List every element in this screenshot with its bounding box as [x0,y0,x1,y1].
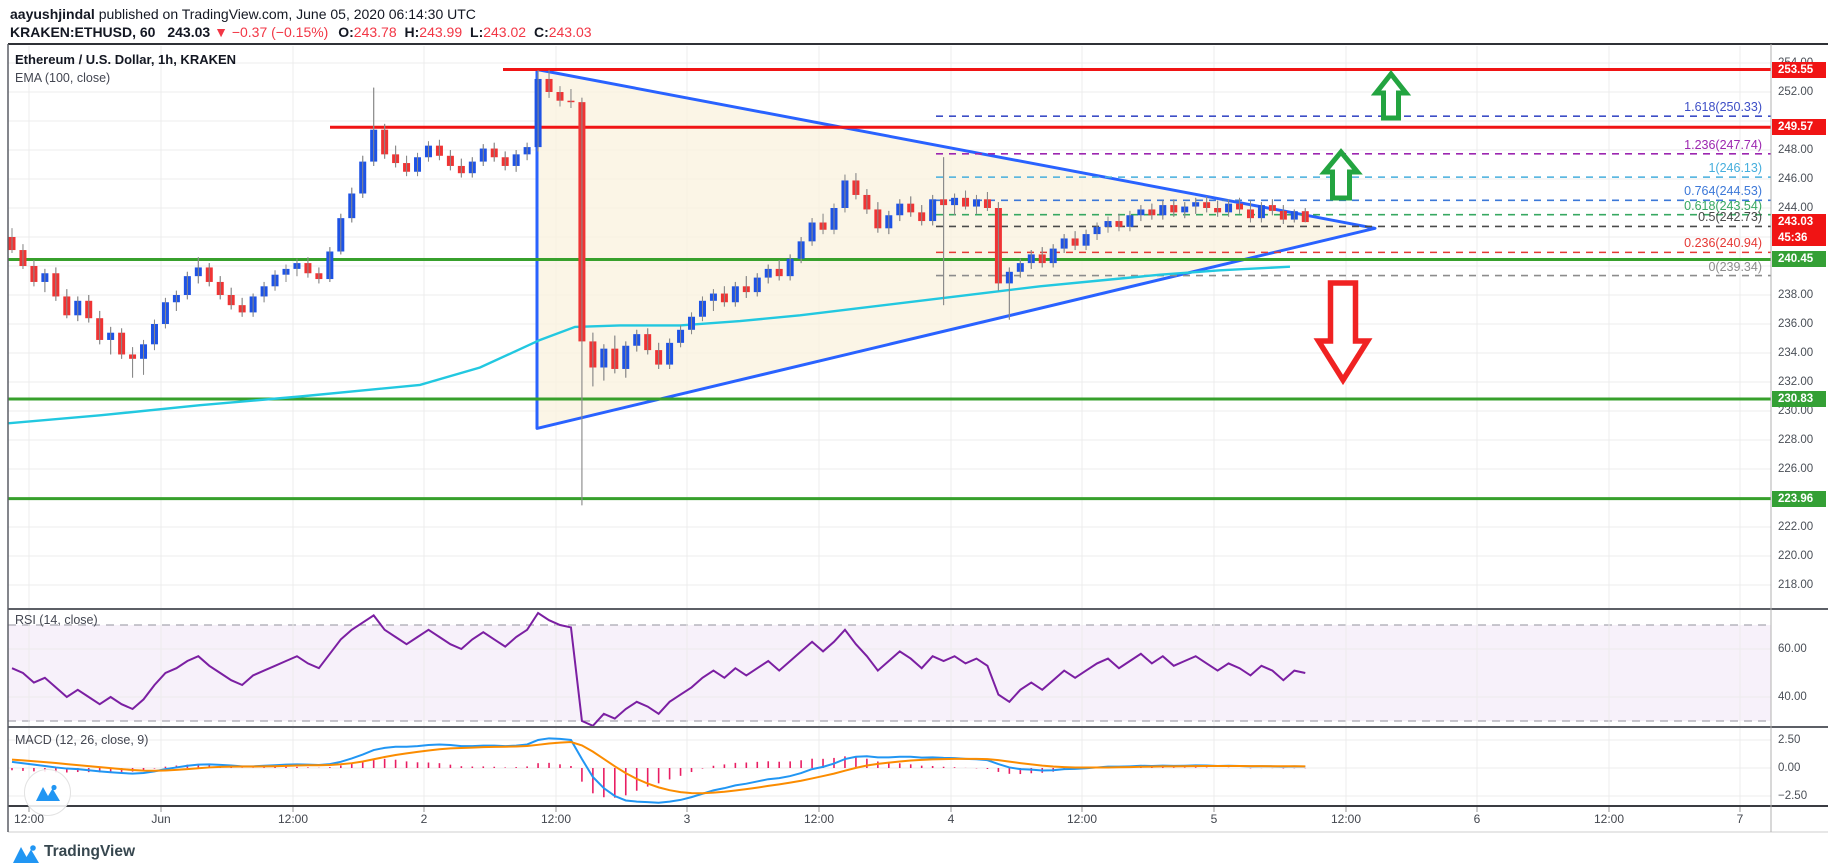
macd-histogram [11,756,1307,798]
bullish-arrow [1319,148,1363,201]
tradingview-watermark-logo [24,769,71,816]
bullish-arrow [1370,69,1412,121]
tradingview-glyph-icon [35,784,60,801]
tradingview-footer-logo-icon [13,845,39,863]
rsi-line [11,611,1306,726]
triangle-outline [535,68,1377,430]
footer-brand-text: TradingView [44,843,136,860]
macd-signal-line [11,741,1306,795]
triangle-fill [537,69,1375,429]
ema-line [8,265,1291,425]
bearish-arrow [1313,280,1373,386]
rsi-band [8,625,1771,721]
